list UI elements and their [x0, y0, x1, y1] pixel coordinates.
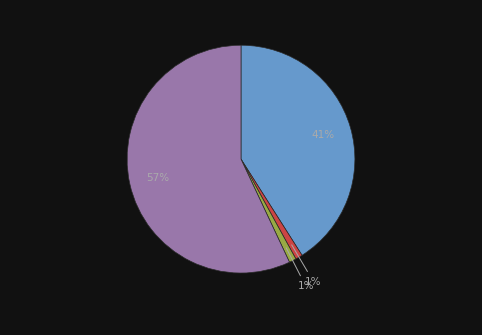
Wedge shape: [127, 45, 290, 273]
Text: 57%: 57%: [146, 173, 169, 183]
Text: 1%: 1%: [286, 248, 314, 291]
Wedge shape: [241, 159, 302, 259]
Wedge shape: [241, 159, 296, 262]
Text: 1%: 1%: [0, 334, 1, 335]
Text: 1%: 1%: [0, 334, 1, 335]
Wedge shape: [241, 45, 355, 255]
Text: 1%: 1%: [292, 245, 321, 287]
Text: 41%: 41%: [311, 130, 335, 140]
